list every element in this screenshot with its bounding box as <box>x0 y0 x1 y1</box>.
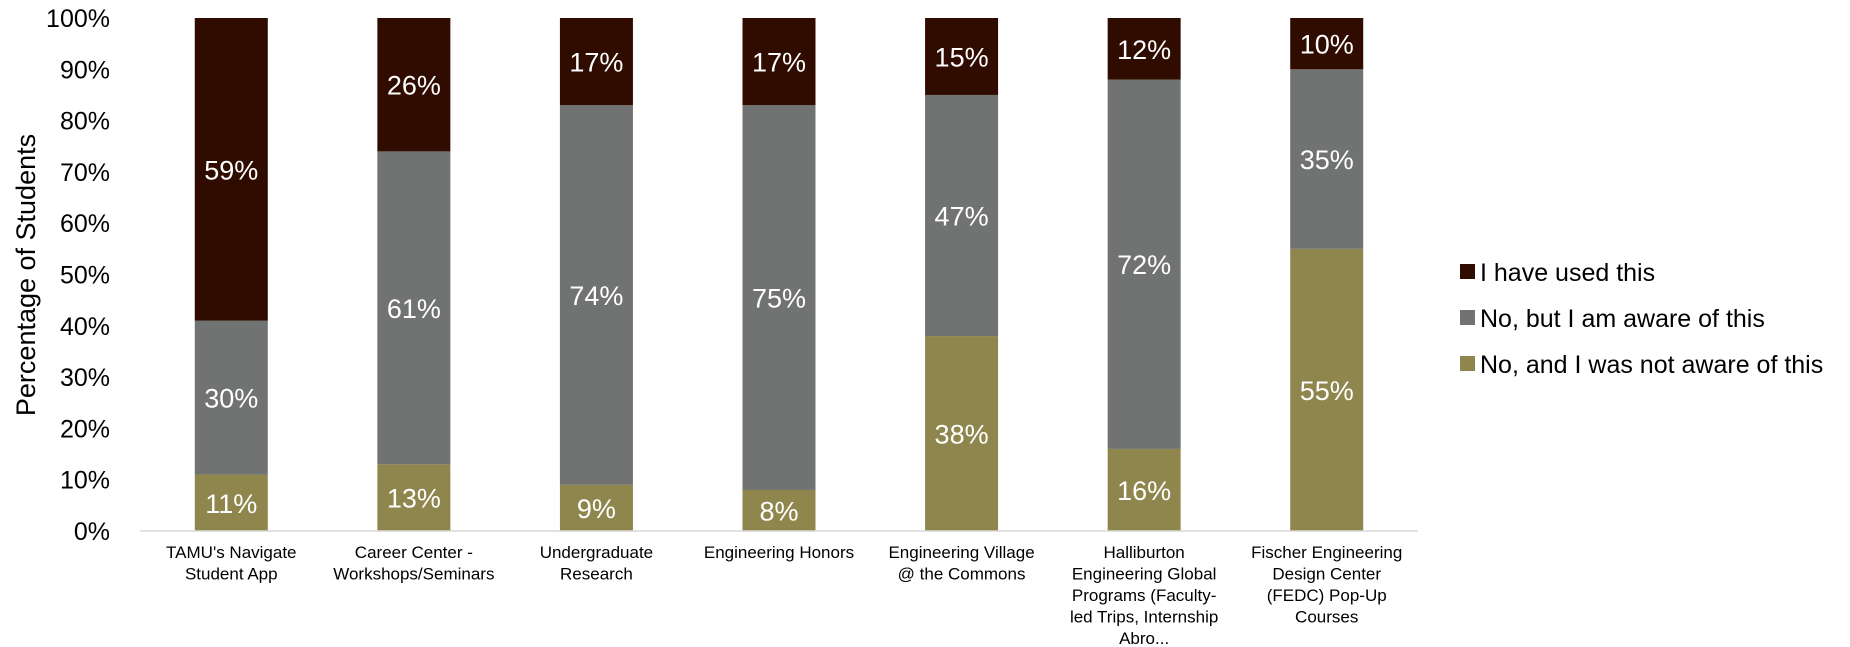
legend-label: I have used this <box>1480 259 1655 287</box>
data-label: 12% <box>1117 35 1171 65</box>
bar-segment <box>559 105 633 485</box>
bars: 11% 13% 9% 8% 38% 16% 55% 30% 61% 74% 75% 47% 72% 35%… <box>194 18 1364 531</box>
x-category-label-line: TAMU's Navigate <box>166 543 296 562</box>
data-label: 17% <box>752 48 806 78</box>
y-axis-label: Percentage of Students <box>11 134 41 416</box>
y-tick-label: 20% <box>60 415 110 443</box>
data-label: 16% <box>1117 476 1171 506</box>
y-tick-label: 70% <box>60 159 110 187</box>
legend-swatch <box>1460 356 1475 371</box>
bar-segment <box>194 474 268 531</box>
x-category-label: Engineering Honors <box>704 543 854 562</box>
y-tick-label: 100% <box>46 5 110 33</box>
bar-segment <box>742 18 816 106</box>
x-category-label-line: Engineering Village <box>888 543 1034 562</box>
data-label: 61% <box>387 294 441 324</box>
data-label: 11% <box>205 489 257 519</box>
bar-segment <box>377 151 451 465</box>
bar-segment <box>1107 18 1181 80</box>
data-label: 55% <box>1300 376 1354 406</box>
x-category-label-line: Abro... <box>1119 629 1169 647</box>
bar-segment <box>559 484 633 531</box>
x-category-label-line: Career Center - <box>355 543 473 562</box>
x-axis-categories: TAMU's Navigate Student App Career Center … <box>166 543 1402 647</box>
x-category-label-line: led Trips, Internship <box>1070 608 1218 627</box>
legend-swatch <box>1460 310 1475 325</box>
x-category-label: TAMU's Navigate Student App <box>166 543 296 584</box>
data-label: 30% <box>204 384 258 414</box>
bar-segment <box>925 18 999 95</box>
data-label: 8% <box>759 496 798 526</box>
x-category-label-line: Design Center <box>1272 565 1381 584</box>
x-category-label-line: Workshops/Seminars <box>333 565 494 584</box>
data-label: 10% <box>1300 30 1354 60</box>
bar-segment <box>377 464 451 531</box>
y-tick-label: 60% <box>60 210 110 238</box>
x-category-label-line: @ the Commons <box>898 565 1026 584</box>
y-tick-label: 40% <box>60 313 110 341</box>
x-category-label-line: Engineering Global <box>1072 565 1217 584</box>
y-axis: 0% 10% 20% 30% 40% 50% 60% 70% 80% 90% 100% <box>46 5 110 546</box>
x-category-label: Fischer Engineering Design Center (FEDC) P… <box>1251 543 1402 627</box>
bar-segment <box>1290 18 1364 70</box>
legend-label: No, and I was not aware of this <box>1480 351 1823 379</box>
data-label: 17% <box>569 48 623 78</box>
legend-label: No, but I am aware of this <box>1480 305 1765 333</box>
data-label: 9% <box>577 494 616 524</box>
bar-segment <box>925 94 999 337</box>
data-label: 13% <box>387 484 441 514</box>
x-category-label: Career Center - Workshops/Seminars <box>333 543 494 584</box>
x-category-label-line: Halliburton <box>1104 543 1185 562</box>
bar-segment <box>742 105 816 490</box>
y-tick-label: 90% <box>60 56 110 84</box>
data-label: 59% <box>204 155 258 185</box>
x-category-label-line: Fischer Engineering <box>1251 543 1402 562</box>
x-category-label: Engineering Village @ the Commons <box>888 543 1034 584</box>
bar-segment <box>1107 79 1181 449</box>
y-tick-label: 0% <box>74 518 110 546</box>
data-label: 26% <box>387 71 441 101</box>
x-category-label-line: (FEDC) Pop-Up <box>1267 586 1387 605</box>
data-label: 47% <box>935 202 989 232</box>
bar-segment <box>1290 248 1364 531</box>
x-category-label-line: Undergraduate <box>540 543 653 562</box>
bar-segment <box>742 489 816 531</box>
x-category-label-line: Engineering Honors <box>704 543 854 562</box>
bar-segment <box>194 320 268 475</box>
legend: I have used this No, but I am aware of th… <box>1460 259 1823 379</box>
y-tick-label: 80% <box>60 108 110 136</box>
bar-segment <box>925 336 999 531</box>
x-category-label-line: Courses <box>1295 608 1358 627</box>
x-category-label-line: Student App <box>185 565 278 584</box>
bar-segment <box>377 18 451 152</box>
x-category-label-line: Programs (Faculty- <box>1072 586 1217 605</box>
data-label: 35% <box>1300 145 1354 175</box>
x-category-label: Undergraduate Research <box>540 543 653 584</box>
bar-segment <box>194 18 268 321</box>
y-tick-label: 50% <box>60 262 110 290</box>
data-label: 75% <box>752 284 806 314</box>
bar-segment <box>559 18 633 106</box>
y-tick-label: 10% <box>60 467 110 495</box>
bar-segment <box>1290 69 1364 249</box>
bar-segment <box>1107 448 1181 531</box>
legend-swatch <box>1460 264 1475 279</box>
x-category-label-line: Research <box>560 565 633 584</box>
y-tick-label: 30% <box>60 364 110 392</box>
data-label: 38% <box>935 420 989 450</box>
data-label: 72% <box>1117 250 1171 280</box>
data-label: 15% <box>935 42 989 72</box>
data-label: 74% <box>569 281 623 311</box>
x-category-label: Halliburton Engineering Global Programs (F… <box>1070 543 1218 647</box>
